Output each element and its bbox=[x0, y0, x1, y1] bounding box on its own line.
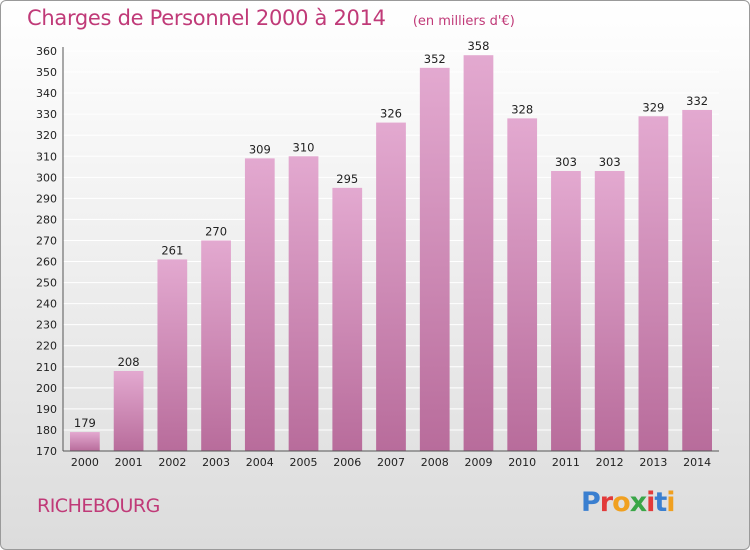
chart-unit: (en milliers d'€) bbox=[412, 14, 515, 29]
value-label-2000: 179 bbox=[74, 416, 96, 430]
bar-layer bbox=[69, 55, 713, 452]
bar-2012 bbox=[594, 171, 625, 451]
value-label-2003: 270 bbox=[205, 224, 227, 238]
bar-2014 bbox=[682, 109, 713, 452]
y-tick-label: 340 bbox=[36, 87, 57, 100]
bar-2007 bbox=[376, 122, 406, 451]
axis-layer: 170 180 190 200 210 220 230 240 250 260 270 280 290 3… bbox=[36, 45, 719, 469]
y-tick-label: 170 bbox=[36, 445, 57, 458]
value-label-2014: 332 bbox=[686, 94, 708, 108]
y-tick-label: 180 bbox=[36, 424, 57, 437]
value-label-2011: 303 bbox=[555, 155, 577, 169]
y-tick-label: 240 bbox=[36, 298, 57, 311]
x-tick-label-2011: 2011 bbox=[552, 456, 580, 469]
y-tick-label: 350 bbox=[36, 66, 57, 79]
value-label-2012: 303 bbox=[599, 155, 621, 169]
bar-2004 bbox=[244, 158, 275, 452]
x-tick-label-2014: 2014 bbox=[683, 456, 711, 469]
bar-2001 bbox=[113, 371, 144, 451]
x-tick-label-2008: 2008 bbox=[421, 456, 449, 469]
x-tick-label-2010: 2010 bbox=[508, 456, 536, 469]
logo-letter: t bbox=[654, 487, 667, 518]
bar-2003 bbox=[201, 240, 231, 451]
value-label-2009: 358 bbox=[467, 39, 489, 53]
bar-2000 bbox=[69, 432, 100, 451]
y-tick-label: 200 bbox=[36, 382, 57, 395]
x-tick-label-2002: 2002 bbox=[158, 456, 186, 469]
y-tick-label: 190 bbox=[36, 403, 57, 416]
value-label-2008: 352 bbox=[424, 52, 446, 66]
y-tick-label: 310 bbox=[36, 150, 57, 163]
proxiti-logo: Proxiti bbox=[581, 487, 676, 518]
bar-2013 bbox=[638, 116, 669, 452]
value-label-2005: 310 bbox=[293, 140, 315, 154]
town-name: RICHEBOURG bbox=[37, 495, 160, 517]
value-label-2010: 328 bbox=[511, 102, 533, 116]
logo-letter: i bbox=[666, 487, 675, 518]
value-label-2001: 208 bbox=[118, 355, 140, 369]
y-tick-label: 250 bbox=[36, 277, 57, 290]
x-tick-label-2001: 2001 bbox=[115, 456, 143, 469]
x-tick-label-2009: 2009 bbox=[464, 456, 492, 469]
x-tick-label-2000: 2000 bbox=[71, 456, 99, 469]
y-tick-label: 260 bbox=[36, 256, 57, 269]
y-tick-label: 270 bbox=[36, 234, 57, 247]
y-tick-label: 320 bbox=[36, 129, 57, 142]
y-tick-label: 220 bbox=[36, 340, 57, 353]
y-tick-label: 290 bbox=[36, 192, 57, 205]
title-line: Charges de Personnel 2000 à 2014 (en mil… bbox=[27, 6, 515, 30]
x-tick-label-2013: 2013 bbox=[639, 456, 667, 469]
x-tick-label-2004: 2004 bbox=[246, 456, 274, 469]
bar-2010 bbox=[507, 118, 538, 452]
value-label-2004: 309 bbox=[249, 142, 271, 156]
y-tick-label: 230 bbox=[36, 319, 57, 332]
value-label-2007: 326 bbox=[380, 107, 402, 121]
y-tick-label: 360 bbox=[36, 45, 57, 58]
bar-2011 bbox=[551, 171, 581, 451]
y-tick-label: 300 bbox=[36, 171, 57, 184]
bar-2008 bbox=[419, 67, 450, 451]
x-tick-label-2007: 2007 bbox=[377, 456, 405, 469]
x-tick-label-2012: 2012 bbox=[596, 456, 624, 469]
y-tick-label: 210 bbox=[36, 361, 57, 374]
bar-2005 bbox=[288, 156, 319, 451]
value-label-2006: 295 bbox=[336, 172, 358, 186]
logo-letter: i bbox=[646, 487, 655, 518]
x-tick-label-2003: 2003 bbox=[202, 456, 230, 469]
y-tick-label: 280 bbox=[36, 213, 57, 226]
logo-letter: o bbox=[612, 487, 631, 518]
bar-2009 bbox=[463, 55, 494, 452]
y-tick-label: 330 bbox=[36, 108, 57, 121]
label-layer: 179 208 261 270 309 310 295 326 352 358 328 303 303 3… bbox=[74, 39, 708, 430]
logo-letter: r bbox=[599, 487, 613, 518]
value-label-2002: 261 bbox=[161, 243, 183, 257]
x-tick-label-2006: 2006 bbox=[333, 456, 361, 469]
bar-2002 bbox=[157, 259, 188, 451]
logo-letter: P bbox=[581, 487, 601, 518]
value-label-2013: 329 bbox=[642, 100, 664, 114]
bar-2006 bbox=[332, 187, 363, 451]
chart-title: Charges de Personnel 2000 à 2014 bbox=[27, 6, 386, 30]
logo-letter: x bbox=[629, 487, 647, 518]
x-tick-label-2005: 2005 bbox=[290, 456, 318, 469]
